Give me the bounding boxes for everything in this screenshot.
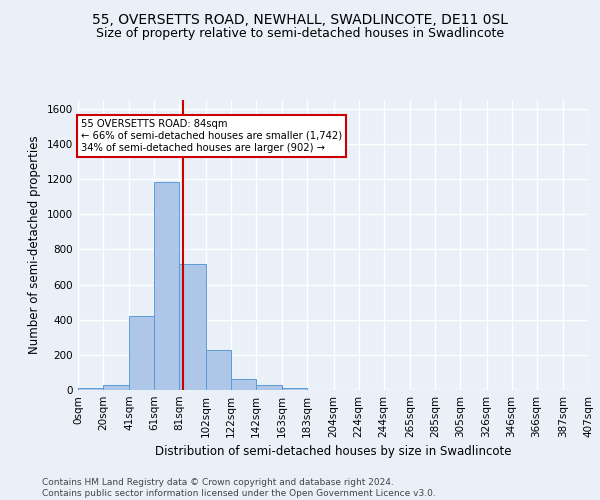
Bar	[78, 388, 103, 390]
Bar	[179, 264, 206, 390]
Bar	[154, 182, 179, 390]
Bar	[282, 388, 307, 390]
Text: Size of property relative to semi-detached houses in Swadlincote: Size of property relative to semi-detach…	[96, 28, 504, 40]
Bar	[103, 384, 130, 390]
Bar	[256, 384, 282, 390]
Bar	[231, 380, 256, 390]
Text: Contains HM Land Registry data © Crown copyright and database right 2024.
Contai: Contains HM Land Registry data © Crown c…	[42, 478, 436, 498]
Bar	[130, 316, 154, 390]
Text: 55, OVERSETTS ROAD, NEWHALL, SWADLINCOTE, DE11 0SL: 55, OVERSETTS ROAD, NEWHALL, SWADLINCOTE…	[92, 12, 508, 26]
X-axis label: Distribution of semi-detached houses by size in Swadlincote: Distribution of semi-detached houses by …	[155, 446, 511, 458]
Bar	[206, 350, 231, 390]
Y-axis label: Number of semi-detached properties: Number of semi-detached properties	[28, 136, 41, 354]
Text: 55 OVERSETTS ROAD: 84sqm
← 66% of semi-detached houses are smaller (1,742)
34% o: 55 OVERSETTS ROAD: 84sqm ← 66% of semi-d…	[80, 120, 341, 152]
